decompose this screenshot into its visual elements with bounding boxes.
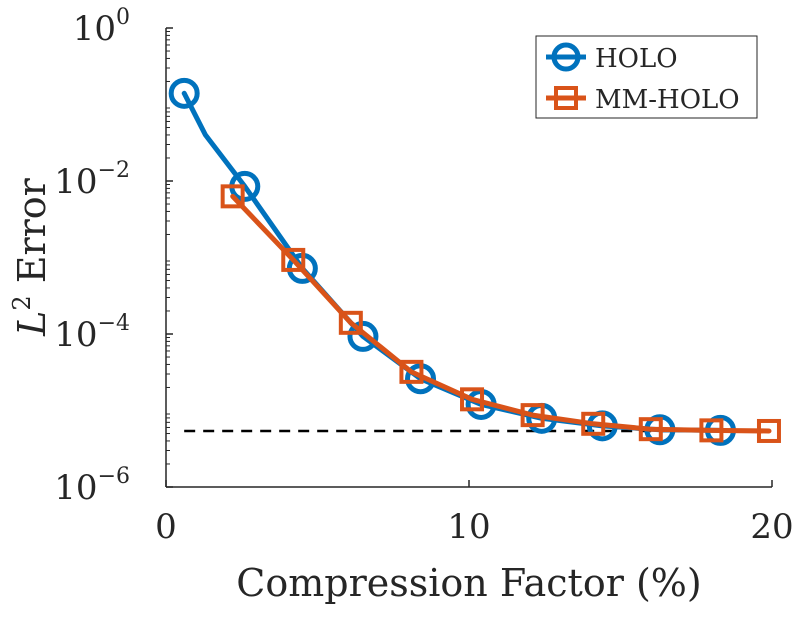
svg-text:L2 Error: L2 Error: [8, 177, 54, 337]
legend-mmholo-label: MM-HOLO: [595, 85, 740, 115]
plot-area: [168, 77, 781, 446]
y-tick-label-3: 10−6: [54, 464, 130, 508]
y-axis-label: L2 Error: [8, 177, 54, 337]
data-point-mm-holo-0: [220, 184, 245, 209]
data-point-mm-holo-5: [520, 403, 545, 428]
data-point-mm-holo-7: [638, 417, 663, 442]
y-tick-label-2: 10−4: [54, 311, 130, 355]
data-point-mm-holo-9: [756, 418, 781, 443]
legend-holo-label: HOLO: [595, 44, 678, 74]
legend-mmholo-marker: [554, 86, 578, 110]
data-point-mm-holo-2: [338, 310, 363, 335]
y-tick-label-1: 10−2: [54, 158, 130, 202]
y-axis-label-rest: Error: [10, 177, 54, 295]
data-point-mm-holo-8: [699, 418, 724, 443]
legend: HOLO MM-HOLO: [535, 35, 758, 119]
y-axis-label-sup: 2: [8, 295, 36, 310]
y-axis-label-var: L: [10, 311, 54, 337]
y-tick-label-0: 100: [73, 5, 130, 49]
data-point-holo-0: [168, 77, 200, 109]
x-axis-label: Compression Factor (%): [236, 561, 701, 605]
tick-group: 0 10 20 100 10−2 10−4 10−6: [54, 5, 793, 547]
data-point-holo-3: [347, 320, 379, 352]
x-tick-label-1: 10: [447, 507, 490, 547]
legend-holo-marker: [551, 42, 581, 72]
x-tick-label-2: 20: [750, 507, 793, 547]
x-tick-label-0: 0: [155, 507, 177, 547]
data-point-mm-holo-6: [581, 411, 606, 436]
data-point-mm-holo-4: [460, 387, 485, 412]
series-line-mm-holo: [230, 193, 772, 434]
data-point-mm-holo-1: [281, 247, 306, 272]
data-point-mm-holo-3: [399, 359, 424, 384]
